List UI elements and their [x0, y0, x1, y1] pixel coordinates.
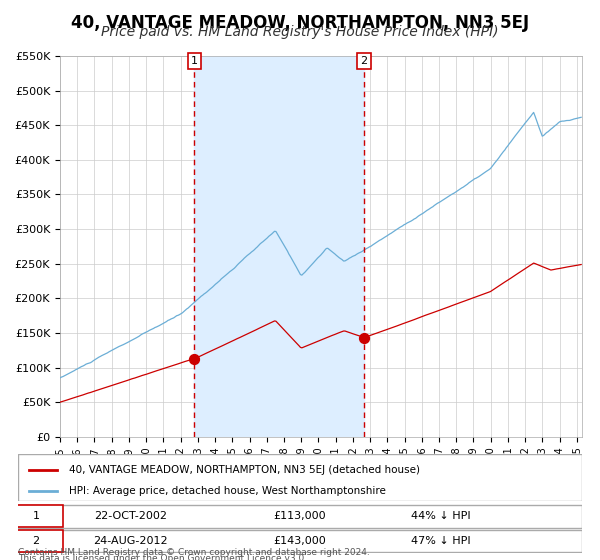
FancyBboxPatch shape — [18, 530, 582, 552]
FancyBboxPatch shape — [10, 530, 63, 552]
FancyBboxPatch shape — [18, 505, 582, 528]
Point — [359, 333, 369, 342]
Text: 2: 2 — [361, 56, 368, 66]
Text: 2: 2 — [32, 536, 40, 546]
Text: 24-AUG-2012: 24-AUG-2012 — [94, 536, 168, 546]
Text: This data is licensed under the Open Government Licence v3.0.: This data is licensed under the Open Gov… — [18, 554, 307, 560]
FancyBboxPatch shape — [10, 506, 63, 527]
Text: £113,000: £113,000 — [274, 511, 326, 521]
Text: 22-OCT-2002: 22-OCT-2002 — [94, 511, 167, 521]
Text: £143,000: £143,000 — [274, 536, 326, 546]
Text: HPI: Average price, detached house, West Northamptonshire: HPI: Average price, detached house, West… — [69, 486, 386, 496]
Point — [190, 354, 199, 363]
Text: Price paid vs. HM Land Registry's House Price Index (HPI): Price paid vs. HM Land Registry's House … — [101, 25, 499, 39]
FancyBboxPatch shape — [18, 454, 582, 501]
Text: Contains HM Land Registry data © Crown copyright and database right 2024.: Contains HM Land Registry data © Crown c… — [18, 548, 370, 557]
Text: 40, VANTAGE MEADOW, NORTHAMPTON, NN3 5EJ: 40, VANTAGE MEADOW, NORTHAMPTON, NN3 5EJ — [71, 14, 529, 32]
Text: 40, VANTAGE MEADOW, NORTHAMPTON, NN3 5EJ (detached house): 40, VANTAGE MEADOW, NORTHAMPTON, NN3 5EJ… — [69, 465, 420, 475]
Text: 1: 1 — [32, 511, 40, 521]
Text: 1: 1 — [191, 56, 198, 66]
Text: 47% ↓ HPI: 47% ↓ HPI — [411, 536, 471, 546]
Bar — [194, 56, 364, 437]
Text: 44% ↓ HPI: 44% ↓ HPI — [411, 511, 471, 521]
